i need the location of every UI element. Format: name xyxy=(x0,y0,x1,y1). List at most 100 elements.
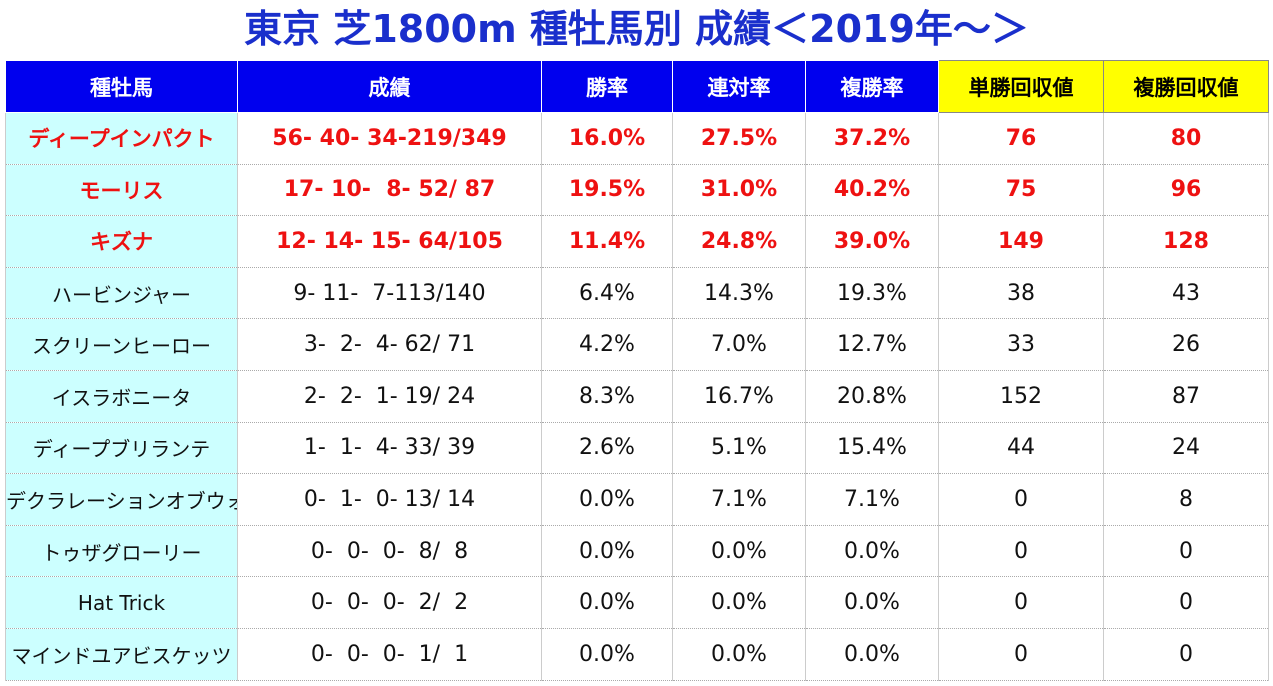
table-row: スクリーンヒーロー 3- 2- 4- 62/ 71 4.2% 7.0% 12.7% 33 2… xyxy=(5,318,1269,371)
table-cell: 152 xyxy=(938,370,1104,423)
table-cell: 6.4% xyxy=(541,267,673,320)
table-cell: 0.0% xyxy=(805,628,939,681)
table-cell: 33 xyxy=(938,318,1104,371)
table-cell: 24.8% xyxy=(672,215,806,268)
table-cell: 96 xyxy=(1103,164,1269,217)
table-cell: 0 xyxy=(938,576,1104,629)
table-cell: 43 xyxy=(1103,267,1269,320)
header-row: 種牡馬 成績 勝率 連対率 複勝率 単勝回収値 複勝回収値 xyxy=(5,60,1269,113)
table-cell: 87 xyxy=(1103,370,1269,423)
table-cell: 1- 1- 4- 33/ 39 xyxy=(237,422,542,475)
table-cell: 16.0% xyxy=(541,112,673,165)
sire-name: モーリス xyxy=(5,164,238,217)
table-row: トゥザグローリー 0- 0- 0- 8/ 8 0.0% 0.0% 0.0% 0 0 xyxy=(5,525,1269,578)
table-cell: 8 xyxy=(1103,473,1269,526)
table-cell: 56- 40- 34-219/349 xyxy=(237,112,542,165)
table-cell: 80 xyxy=(1103,112,1269,165)
table-cell: 0.0% xyxy=(541,525,673,578)
table-row: デクラレーションオブウォー0- 1- 0- 13/ 140.0%7.1%7.1%… xyxy=(5,473,1269,526)
table-cell: 0- 0- 0- 1/ 1 xyxy=(237,628,542,681)
column-header: 成績 xyxy=(237,60,542,113)
table-cell: 149 xyxy=(938,215,1104,268)
sire-name: ディープブリランテ xyxy=(5,422,238,475)
table-cell: 8.3% xyxy=(541,370,673,423)
table-cell: 44 xyxy=(938,422,1104,475)
table-cell: 0 xyxy=(1103,628,1269,681)
table-cell: 0.0% xyxy=(805,576,939,629)
table-cell: 26 xyxy=(1103,318,1269,371)
sire-name: ハービンジャー xyxy=(5,267,238,320)
table-cell: 7.1% xyxy=(672,473,806,526)
title: 東京 芝1800m 種牡馬別 成績＜2019年～＞ xyxy=(244,7,1029,51)
table-cell: 0.0% xyxy=(541,473,673,526)
table-cell: 75 xyxy=(938,164,1104,217)
column-header: 複勝回収値 xyxy=(1103,60,1269,113)
table-cell: 15.4% xyxy=(805,422,939,475)
table-cell: 0 xyxy=(1103,525,1269,578)
table-cell: 12.7% xyxy=(805,318,939,371)
sire-name: マインドユアビスケッツ xyxy=(5,628,238,681)
table-cell: 0.0% xyxy=(805,525,939,578)
table-cell: 37.2% xyxy=(805,112,939,165)
table-cell: 0 xyxy=(938,525,1104,578)
table-cell: 0- 0- 0- 2/ 2 xyxy=(237,576,542,629)
sire-name: スクリーンヒーロー xyxy=(5,318,238,371)
table-cell: 2- 2- 1- 19/ 24 xyxy=(237,370,542,423)
table-row: イスラボニータ 2- 2- 1- 19/ 24 8.3% 16.7% 20.8% 152 8… xyxy=(5,370,1269,423)
table-cell: 0.0% xyxy=(672,628,806,681)
table-cell: 2.6% xyxy=(541,422,673,475)
table-cell: 0.0% xyxy=(541,576,673,629)
table-cell: 0.0% xyxy=(672,525,806,578)
table-body: ディープインパクト 56- 40- 34-219/349 16.0% 27.5% 37.… xyxy=(5,112,1269,681)
table-cell: 12- 14- 15- 64/105 xyxy=(237,215,542,268)
sire-name: Hat Trick xyxy=(5,576,238,629)
table-cell: 128 xyxy=(1103,215,1269,268)
table-cell: 0 xyxy=(938,473,1104,526)
table-cell: 19.5% xyxy=(541,164,673,217)
table-cell: 27.5% xyxy=(672,112,806,165)
table-cell: 3- 2- 4- 62/ 71 xyxy=(237,318,542,371)
table-cell: 39.0% xyxy=(805,215,939,268)
table-cell: 16.7% xyxy=(672,370,806,423)
table-cell: 0- 0- 0- 8/ 8 xyxy=(237,525,542,578)
table-cell: 9- 11- 7-113/140 xyxy=(237,267,542,320)
table-row: ディープインパクト 56- 40- 34-219/349 16.0% 27.5% 37.… xyxy=(5,112,1269,165)
table-cell: 31.0% xyxy=(672,164,806,217)
column-header: 連対率 xyxy=(672,60,806,113)
column-header: 複勝率 xyxy=(805,60,939,113)
table-row: マインドユアビスケッツ 0- 0- 0- 1/ 1 0.0% 0.0% 0.0% 0 0 xyxy=(5,628,1269,681)
sire-name: デクラレーションオブウォー xyxy=(5,473,238,526)
column-header: 勝率 xyxy=(541,60,673,113)
table-cell: 0 xyxy=(938,628,1104,681)
table-cell: 17- 10- 8- 52/ 87 xyxy=(237,164,542,217)
table-cell: 19.3% xyxy=(805,267,939,320)
sire-name: キズナ xyxy=(5,215,238,268)
table-cell: 0- 1- 0- 13/ 14 xyxy=(237,473,542,526)
table-cell: 7.1% xyxy=(805,473,939,526)
table-cell: 7.0% xyxy=(672,318,806,371)
table-cell: 5.1% xyxy=(672,422,806,475)
table-row: モーリス 17- 10- 8- 52/ 87 19.5% 31.0% 40.2% 75 96 xyxy=(5,164,1269,217)
table-row: ハービンジャー 9- 11- 7-113/140 6.4% 14.3% 19.3% 38 4… xyxy=(5,267,1269,320)
table-cell: 0.0% xyxy=(672,576,806,629)
table-cell: 20.8% xyxy=(805,370,939,423)
table-cell: 11.4% xyxy=(541,215,673,268)
table-cell: 38 xyxy=(938,267,1104,320)
sire-name: ディープインパクト xyxy=(5,112,238,165)
column-header: 単勝回収値 xyxy=(938,60,1104,113)
table-cell: 0 xyxy=(1103,576,1269,629)
results-table: 種牡馬 成績 勝率 連対率 複勝率 単勝回収値 複勝回収値 ディープインパクト 56- 40-… xyxy=(5,60,1269,681)
table-cell: 14.3% xyxy=(672,267,806,320)
table-row: Hat Trick 0- 0- 0- 2/ 2 0.0% 0.0% 0.0% 0 0 xyxy=(5,576,1269,629)
table-cell: 76 xyxy=(938,112,1104,165)
table-row: キズナ 12- 14- 15- 64/105 11.4% 24.8% 39.0% 149 1… xyxy=(5,215,1269,268)
table-cell: 4.2% xyxy=(541,318,673,371)
table-cell: 0.0% xyxy=(541,628,673,681)
column-header: 種牡馬 xyxy=(5,60,238,113)
sire-name: トゥザグローリー xyxy=(5,525,238,578)
sire-name: イスラボニータ xyxy=(5,370,238,423)
table-cell: 40.2% xyxy=(805,164,939,217)
table-cell: 24 xyxy=(1103,422,1269,475)
table-row: ディープブリランテ 1- 1- 4- 33/ 39 2.6% 5.1% 15.4% 44 2… xyxy=(5,422,1269,475)
